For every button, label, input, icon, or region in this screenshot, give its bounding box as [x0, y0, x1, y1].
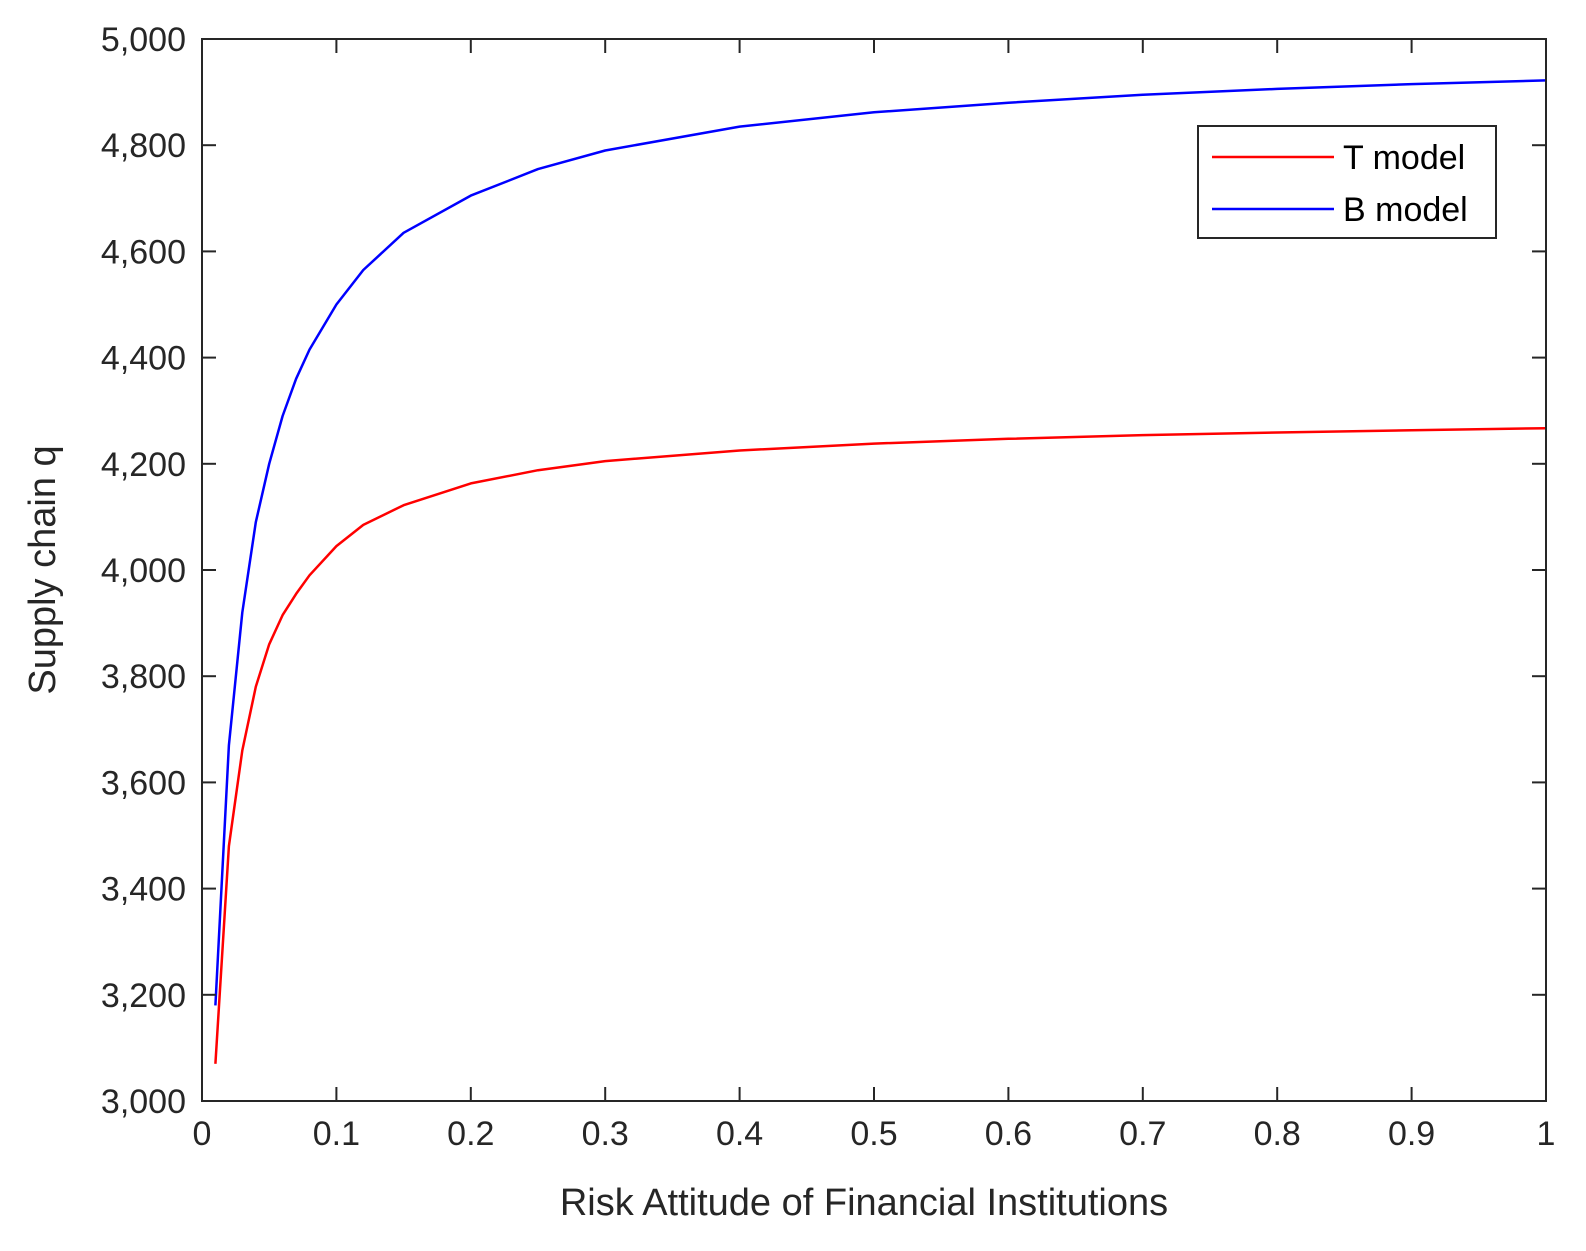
- x-tick-label: 0.3: [582, 1115, 629, 1153]
- y-tick-label: 3,200: [101, 977, 186, 1015]
- y-tick-label: 3,400: [101, 871, 186, 909]
- x-tick-label: 0.4: [716, 1115, 763, 1153]
- y-tick-label: 4,800: [101, 127, 186, 165]
- x-tick-label: 0.9: [1388, 1115, 1435, 1153]
- series-line-b-model: [214, 79, 1547, 1006]
- y-tick-label: 3,800: [101, 658, 186, 696]
- x-axis-label: Risk Attitude of Financial Institutions: [560, 1182, 1168, 1224]
- legend-label-t-model: T model: [1343, 139, 1465, 177]
- series-line-t-model: [214, 426, 1547, 1064]
- x-tick-label: 0.7: [1119, 1115, 1166, 1153]
- ticks-layer: 0 0.1 0.2 0.3 0.4 0.5 0.6 0.7 0.8 0.9 1 3,000 3,200 3…: [101, 21, 1556, 1153]
- x-tick-label: 1: [1537, 1115, 1556, 1153]
- x-tick-label: 0.6: [985, 1115, 1032, 1153]
- series-layer: [214, 79, 1547, 1064]
- y-axis-label: Supply chain q: [22, 445, 64, 694]
- legend-label-b-model: B model: [1343, 191, 1468, 229]
- y-tick-label: 4,600: [101, 233, 186, 271]
- x-tick-label: 0.1: [313, 1115, 360, 1153]
- y-tick-label: 5,000: [101, 21, 186, 59]
- y-tick-label: 3,600: [101, 764, 186, 802]
- plot-frame: [201, 38, 1547, 1102]
- x-tick-label: 0.2: [447, 1115, 494, 1153]
- x-tick-label: 0: [193, 1115, 212, 1153]
- y-tick-label: 4,000: [101, 552, 186, 590]
- y-tick-label: 4,200: [101, 446, 186, 484]
- x-tick-label: 0.5: [850, 1115, 897, 1153]
- y-tick-label: 4,400: [101, 340, 186, 378]
- legend-box: [1197, 125, 1497, 239]
- x-tick-label: 0.8: [1254, 1115, 1301, 1153]
- y-tick-label: 3,000: [101, 1083, 186, 1121]
- legend: T model B model: [1197, 125, 1497, 239]
